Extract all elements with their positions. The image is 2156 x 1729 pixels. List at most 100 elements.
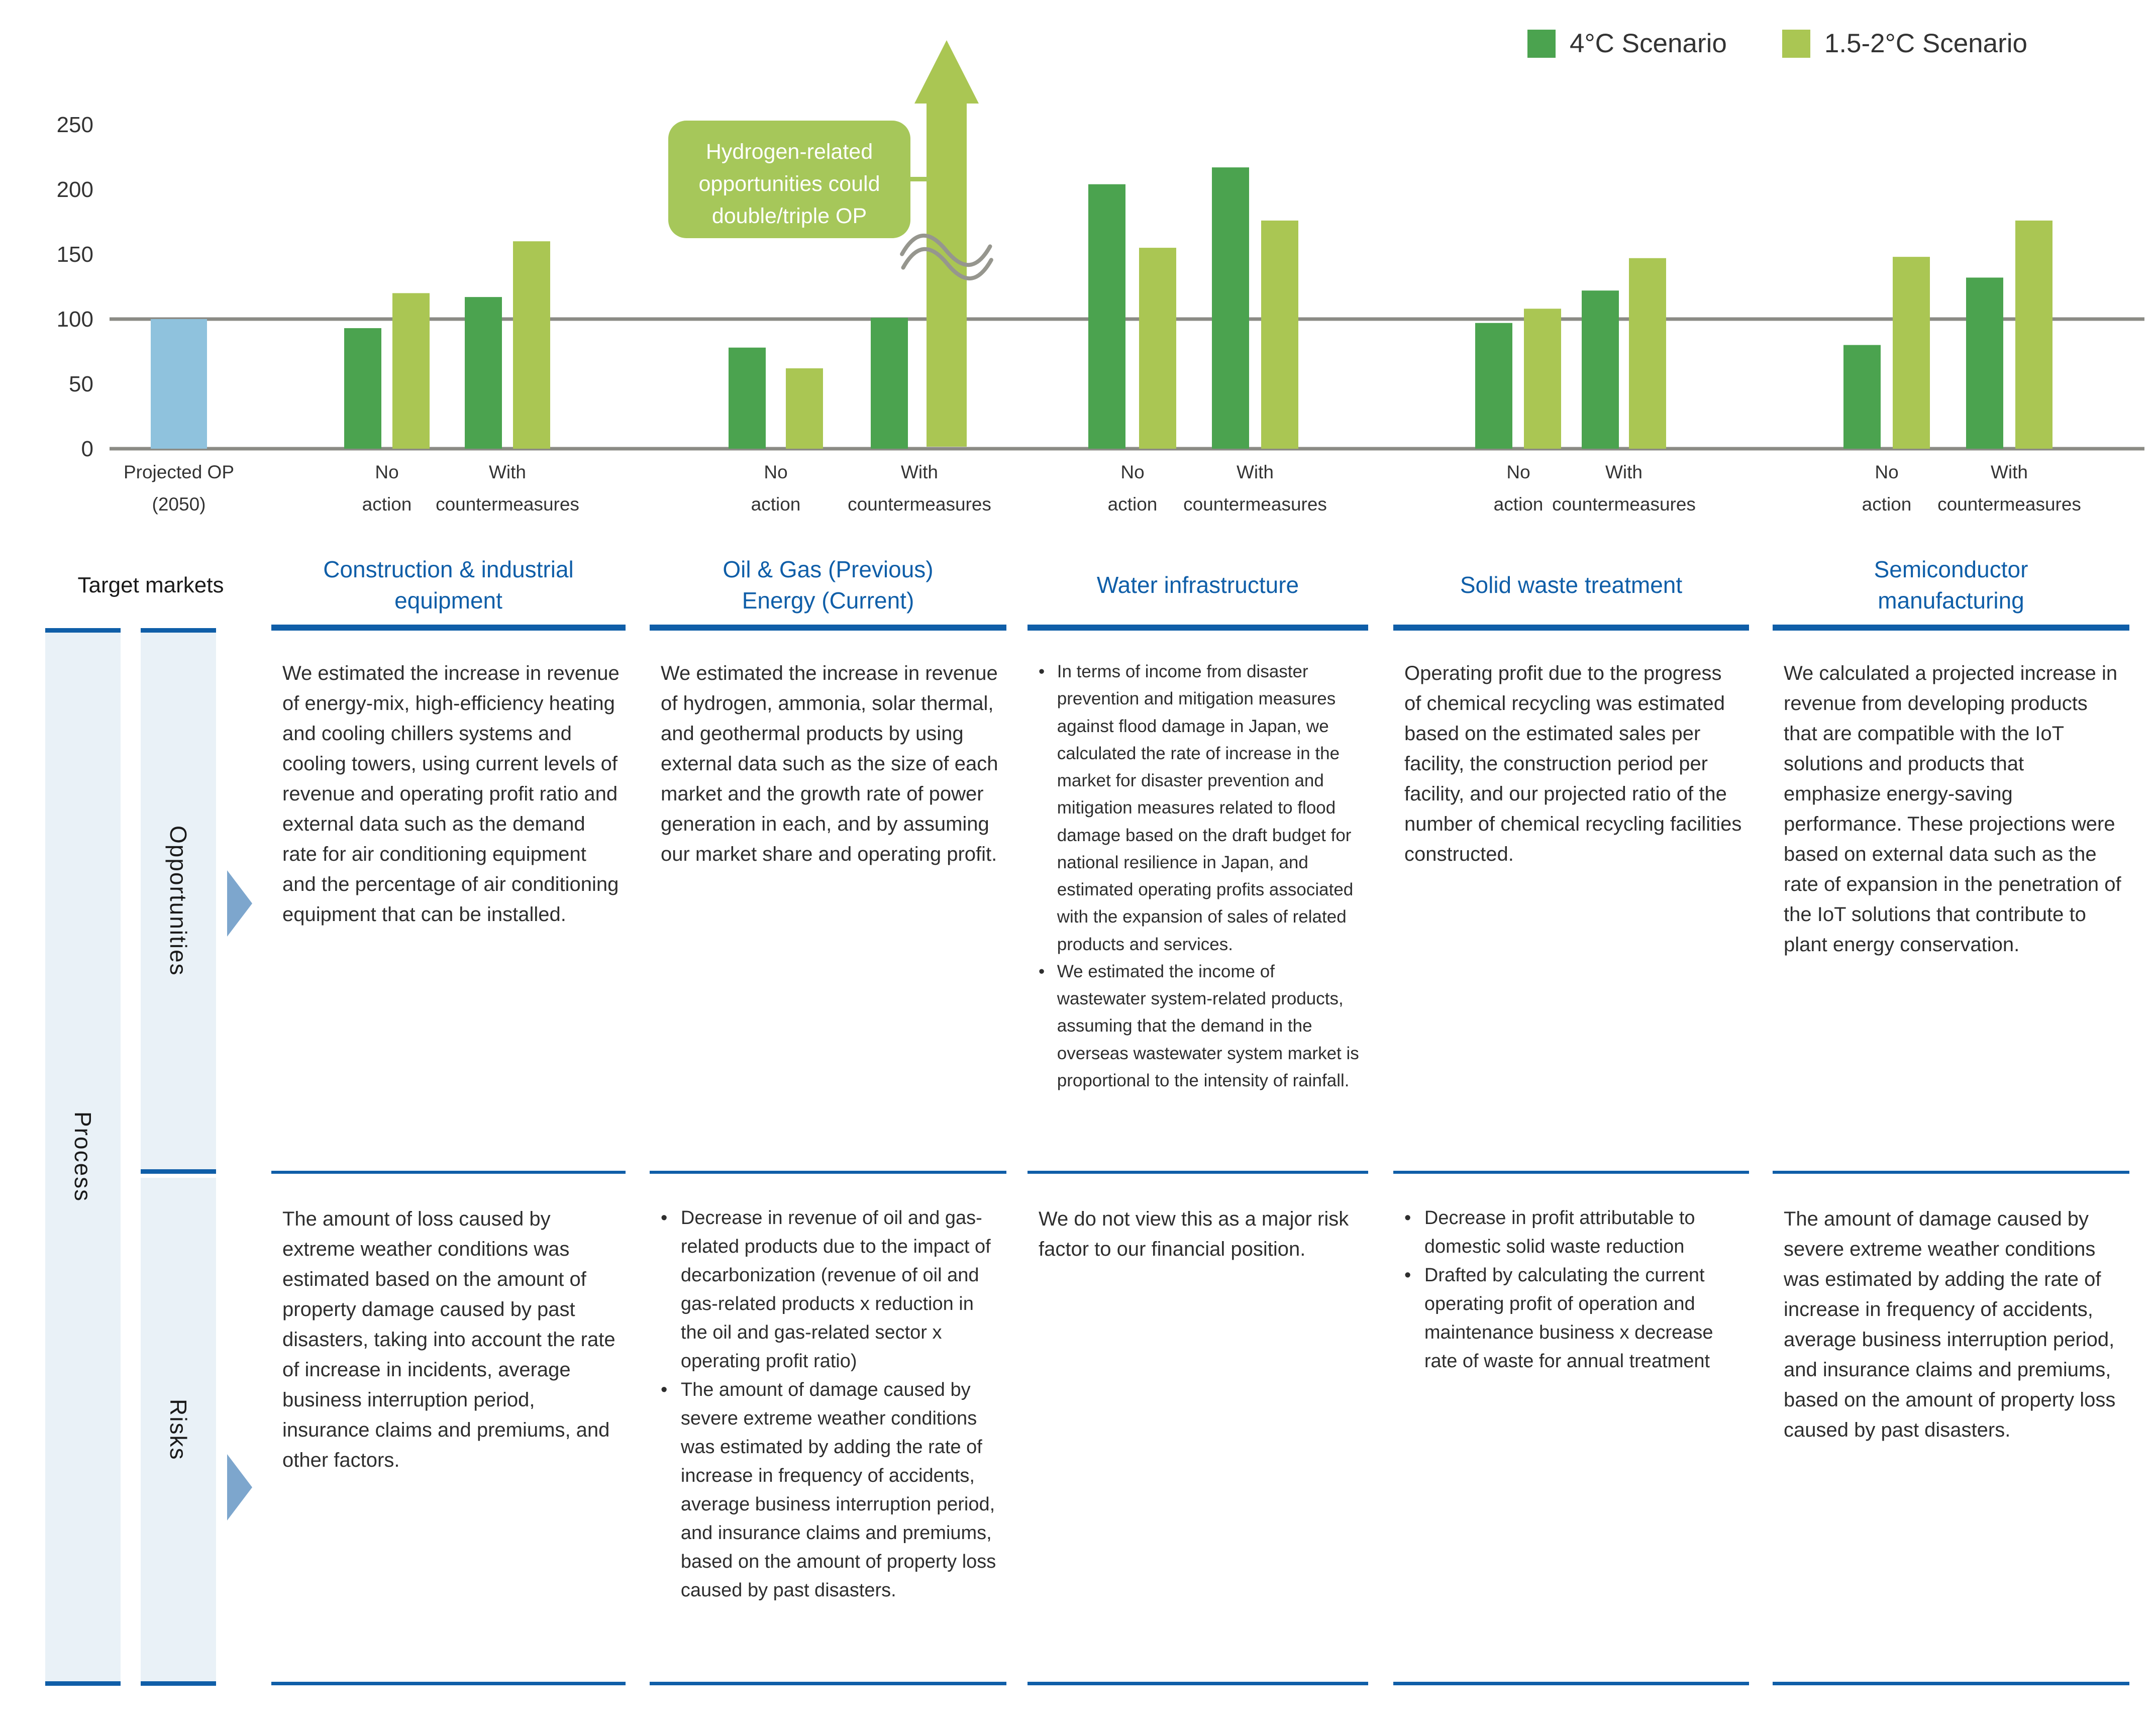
paragraph: The amount of damage caused by severe ex… [1784, 1208, 2116, 1441]
paragraph: The amount of loss caused by extreme wea… [282, 1208, 615, 1471]
bullet-text: Decrease in revenue of oil and gas-relat… [680, 1207, 991, 1372]
bar-15-2c-scenario [1261, 220, 1298, 449]
scenario-bar-chart: 0 50 100 150 200 250 Projected OP (2050) No actio… [57, 40, 2144, 515]
callout-box [668, 121, 910, 238]
bar-15-2c-scenario [1629, 258, 1666, 449]
bullet-icon: • [1404, 1207, 1411, 1229]
reference-line-100 [110, 317, 2144, 321]
paragraph: We calculated a projected increase in re… [1784, 662, 2121, 956]
x-group-label-with-countermeasures: countermeasures [848, 494, 991, 515]
opportunities-pointer-icon [227, 870, 252, 937]
legend-swatch-icon [1782, 29, 1810, 58]
bar-15-2c-scenario [513, 241, 550, 449]
y-tick-label: 100 [57, 307, 93, 332]
y-tick-label: 0 [81, 437, 93, 461]
target-markets-label: Target markets [77, 573, 224, 597]
x-group-label-no-action: No [1120, 462, 1144, 482]
column-header-oil-gas-energy: Oil & Gas (Previous) Energy (Current) [650, 545, 1006, 631]
y-tick-label: 250 [57, 113, 93, 137]
legend-item: 4°C Scenario [1527, 28, 1727, 59]
bullet-text: We estimated the income of wastewater sy… [1057, 961, 1359, 1090]
column-header-line: Energy (Current) [742, 587, 914, 614]
column-header-solid-waste-treatment: Solid waste treatment [1393, 545, 1749, 631]
bullet-item: • Decrease in revenue of oil and gas-rela… [661, 1204, 1000, 1376]
column-header-semiconductor-manufacturing: Semiconductor manufacturing [1773, 545, 2129, 631]
bullet-icon: • [1404, 1265, 1411, 1286]
chart-legend: 4°C Scenario 1.5-2°C Scenario [1527, 28, 2027, 59]
cell-water-opportunities: • In terms of income from disaster preven… [1028, 648, 1368, 1174]
callout-text: opportunities could [699, 172, 880, 196]
opportunities-label: Opportunities [165, 826, 191, 976]
bar-4c-scenario [344, 328, 381, 449]
bar-4c-scenario [871, 318, 908, 449]
legend-item: 1.5-2°C Scenario [1782, 28, 2027, 59]
x-group-label-with-countermeasures: countermeasures [1552, 494, 1696, 515]
x-axis-baseline [110, 447, 2144, 451]
cell-water-risks: We do not view this as a major risk fact… [1028, 1190, 1368, 1685]
y-tick-label: 150 [57, 242, 93, 267]
x-group-label-with-countermeasures: With [1237, 462, 1274, 482]
x-group-label-with-countermeasures: With [1605, 462, 1642, 482]
legend-label: 4°C Scenario [1570, 29, 1727, 58]
x-group-label-no-action: No [1506, 462, 1530, 482]
paragraph: We estimated the increase in revenue of … [661, 662, 998, 865]
risks-pointer-icon [227, 1454, 252, 1520]
opportunities-label-bar: Opportunities [141, 628, 216, 1174]
bar-15-2c-scenario [1139, 248, 1176, 449]
paragraph: Operating profit due to the progress of … [1404, 662, 1742, 865]
column-header-construction-industrial-equipment: Construction & industrial equipment [271, 545, 626, 631]
bullet-item: • Decrease in profit attributable to dome… [1404, 1204, 1743, 1261]
bar-4c-scenario [1212, 167, 1249, 449]
cell-construction-risks: The amount of loss caused by extreme wea… [271, 1190, 626, 1685]
projected-op-label: (2050) [152, 494, 206, 515]
cell-construction-opportunities: We estimated the increase in revenue of … [271, 648, 626, 1174]
x-group-label-with-countermeasures: countermeasures [1183, 494, 1327, 515]
x-group-label-no-action: action [1494, 494, 1544, 515]
x-group-label-no-action: No [375, 462, 398, 482]
cell-semiconductor-risks: The amount of damage caused by severe ex… [1773, 1190, 2129, 1685]
bar-15-2c-scenario [786, 368, 823, 449]
x-group-label-no-action: No [1875, 462, 1898, 482]
projected-op-label: Projected OP [124, 462, 234, 482]
bullet-icon: • [661, 1207, 668, 1229]
y-tick-label: 50 [69, 372, 93, 396]
cell-semiconductor-opportunities: We calculated a projected increase in re… [1773, 648, 2129, 1174]
x-group-label-no-action: action [751, 494, 801, 515]
axis-break-squiggle [900, 234, 993, 280]
bullet-item: • In terms of income from disaster preven… [1039, 658, 1362, 958]
bullet-icon: • [1039, 961, 1045, 981]
axis-break-wave [900, 234, 992, 267]
bullet-icon: • [1039, 662, 1045, 681]
bar-4c-scenario [1582, 290, 1619, 449]
bullet-item: • Drafted by calculating the current oper… [1404, 1261, 1743, 1376]
bar-15-2c-scenario [2015, 220, 2052, 449]
cell-solid-waste-opportunities: Operating profit due to the progress of … [1393, 648, 1749, 1174]
x-group-label-with-countermeasures: With [1991, 462, 2028, 482]
bullet-text: Decrease in profit attributable to domes… [1424, 1207, 1695, 1257]
column-header-line: Solid waste treatment [1460, 571, 1683, 598]
paragraph: We estimated the increase in revenue of … [282, 662, 620, 926]
callout-text: double/triple OP [712, 204, 867, 228]
column-header-water-infrastructure: Water infrastructure [1028, 545, 1368, 631]
risks-label: Risks [165, 1398, 191, 1461]
off-scale-arrow-shaft [927, 99, 967, 447]
column-header-line: manufacturing [1878, 587, 2024, 614]
bar-4c-scenario [729, 347, 766, 449]
bar-15-2c-scenario [392, 293, 430, 449]
bar-4c-scenario [1088, 184, 1125, 449]
x-group-label-with-countermeasures: With [489, 462, 526, 482]
legend-label: 1.5-2°C Scenario [1824, 29, 2028, 58]
column-header-line: Oil & Gas (Previous) [723, 556, 934, 582]
callout-connector [907, 177, 930, 181]
projected-op-bar [151, 319, 207, 449]
bar-4c-scenario [1843, 345, 1881, 449]
x-group-label-no-action: No [764, 462, 787, 482]
column-header-line: Construction & industrial [323, 556, 574, 582]
x-group-label-no-action: action [1108, 494, 1158, 515]
bar-15-2c-scenario [1524, 309, 1561, 449]
legend-swatch-icon [1527, 29, 1556, 58]
process-label-bar: Process [45, 628, 121, 1686]
callout-text: Hydrogen-related [706, 140, 873, 164]
x-group-label-with-countermeasures: countermeasures [436, 494, 579, 515]
bullet-item: • We estimated the income of wastewater s… [1039, 958, 1362, 1094]
